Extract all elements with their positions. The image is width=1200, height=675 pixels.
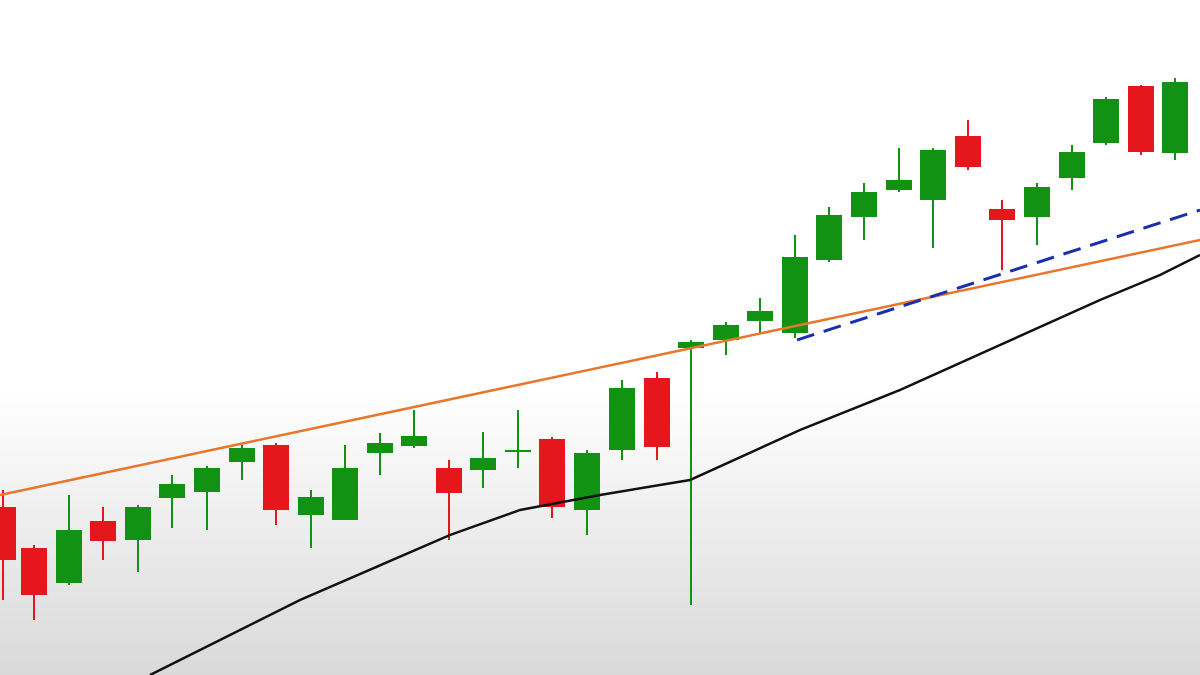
candle-body <box>298 497 324 515</box>
candle-body <box>263 445 289 510</box>
candle-body <box>367 443 393 453</box>
candle-body <box>401 436 427 446</box>
candle-body <box>1059 152 1085 178</box>
candle-body <box>229 448 255 462</box>
candle-body <box>851 192 877 217</box>
candle-body <box>0 507 16 560</box>
candle-body <box>886 180 912 190</box>
candle-body <box>125 507 151 540</box>
candle-body <box>1128 86 1154 152</box>
candle-body <box>609 388 635 450</box>
candle-body <box>1162 82 1188 153</box>
candle-body <box>1093 99 1119 143</box>
overlay-line <box>0 238 1200 497</box>
candle-body <box>505 450 531 452</box>
candle-body <box>574 453 600 510</box>
overlay-line <box>149 253 1200 675</box>
candle-body <box>332 468 358 520</box>
candle-body <box>470 458 496 470</box>
candle-body <box>56 530 82 583</box>
candle-body <box>782 257 808 333</box>
candle-body <box>159 484 185 498</box>
candle-body <box>194 468 220 492</box>
candle-body <box>920 150 946 200</box>
candle-body <box>90 521 116 541</box>
candle-body <box>21 548 47 595</box>
candle-body <box>1024 187 1050 217</box>
candle-body <box>644 378 670 447</box>
candle-body <box>816 215 842 260</box>
candle-body <box>678 342 704 348</box>
candle-body <box>747 311 773 321</box>
candle-body <box>436 468 462 493</box>
candle-body <box>539 439 565 507</box>
candle-body <box>989 209 1015 220</box>
overlay-line <box>796 208 1200 342</box>
candle-body <box>955 136 981 167</box>
candle-body <box>713 325 739 340</box>
